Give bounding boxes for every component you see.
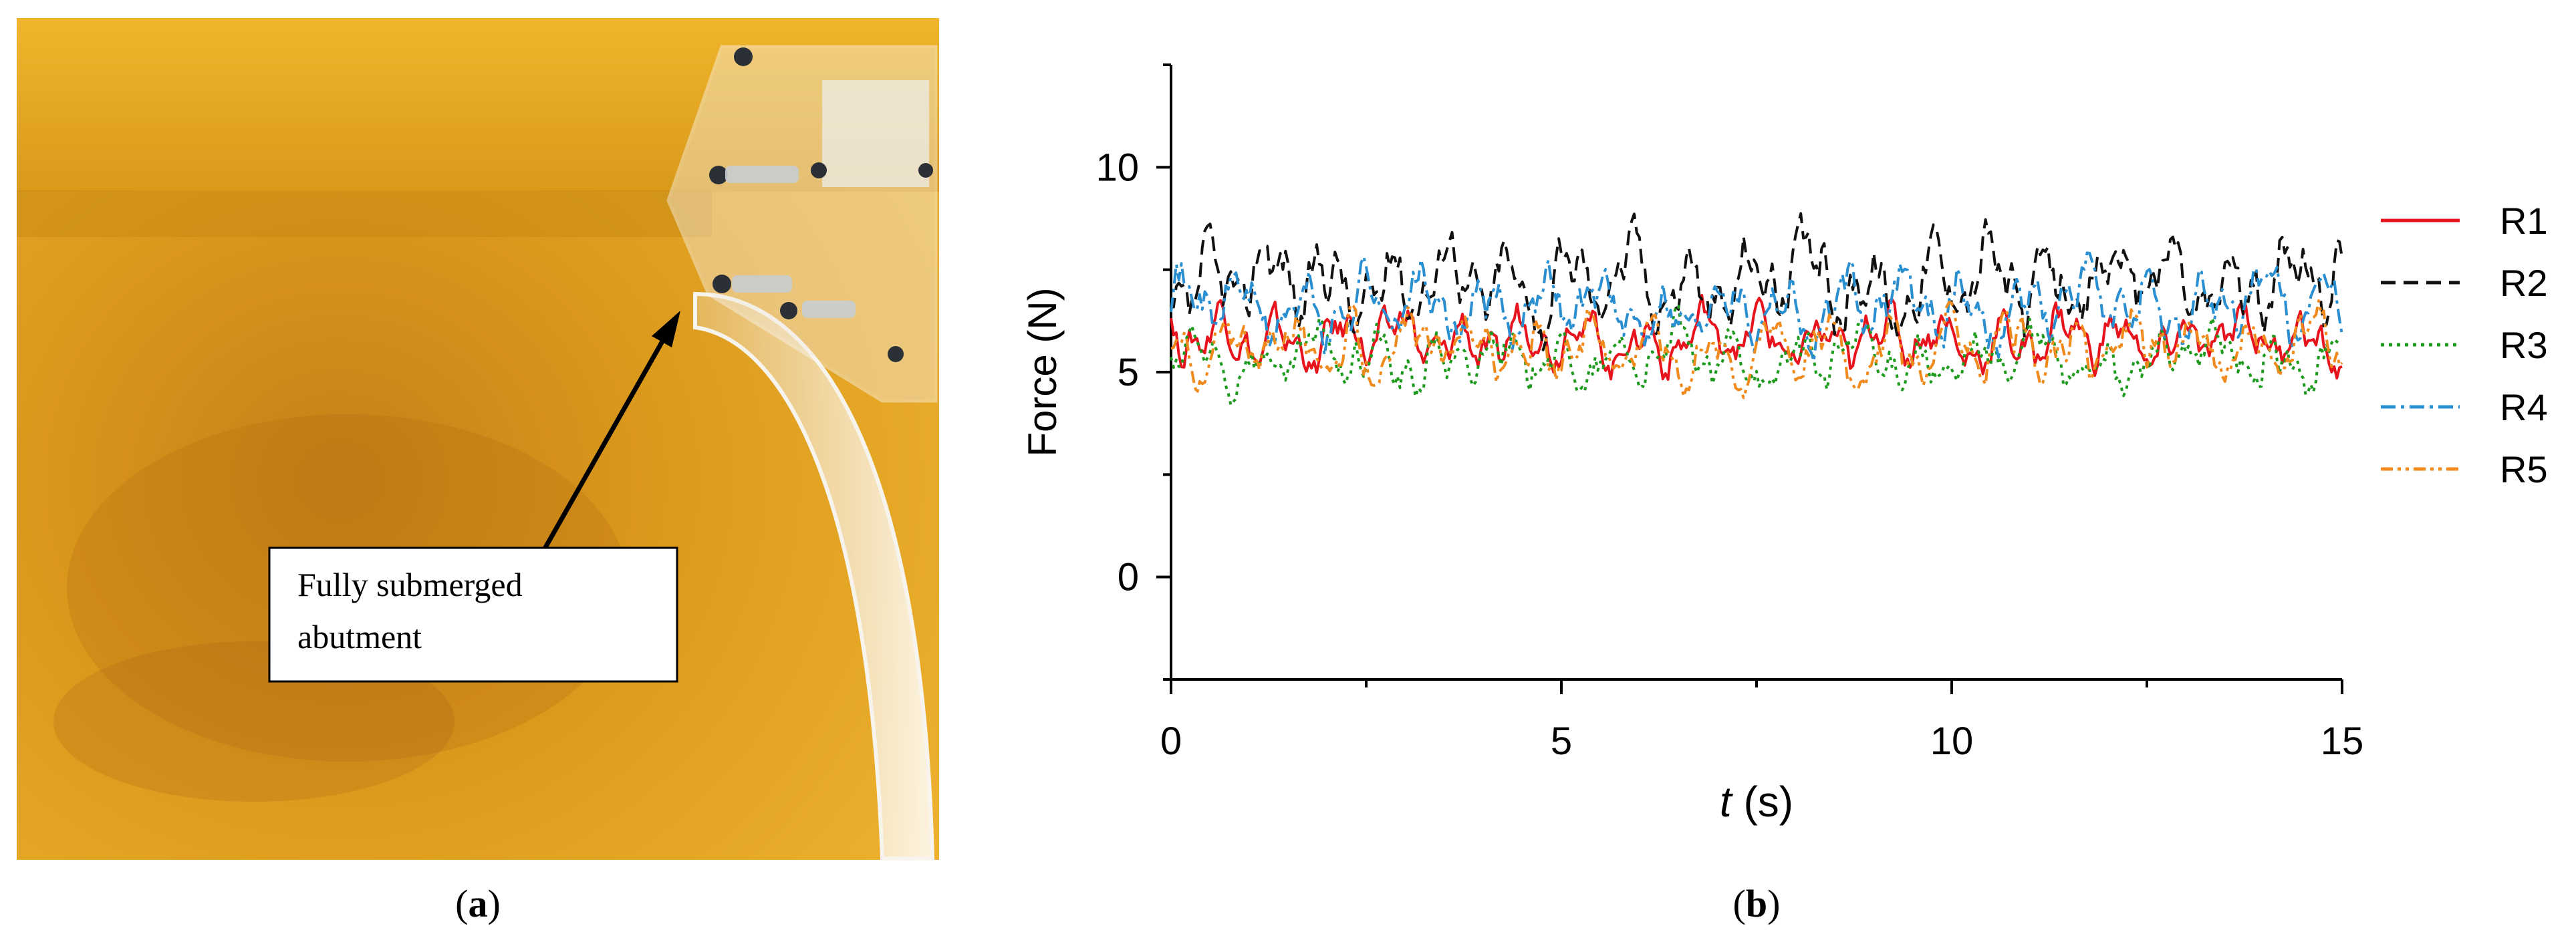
screw [725, 166, 799, 183]
panel-b-caption: (b) [1733, 882, 1781, 925]
bolt [780, 302, 797, 319]
x-ticks: 0 5 10 15 [1160, 679, 2363, 763]
y-ticks: 0 5 10 [1096, 63, 1171, 681]
y-tick-label: 5 [1118, 351, 1139, 394]
series-line-r1 [1170, 293, 2343, 381]
x-tick-label: 15 [2321, 720, 2364, 763]
legend-label-r2: R2 [2500, 262, 2548, 304]
y-tick-label: 0 [1118, 556, 1139, 599]
bolt [734, 47, 753, 66]
y-axis-label: Force (N) [1020, 287, 1065, 456]
bolt [709, 166, 728, 184]
panel-b-chart: 0 5 10 0 5 10 15 Force (N) t (s) R1 R2 R3 R4 R5 [1020, 63, 2548, 826]
series-lines [1170, 212, 2343, 407]
x-tick-label: 10 [1930, 720, 1974, 763]
screw [732, 275, 792, 293]
bolt [918, 163, 933, 178]
callout-arrow-line [539, 329, 671, 556]
legend-label-r3: R3 [2500, 324, 2548, 366]
panel-a-photo: Fully submerged abutment [17, 18, 939, 860]
bolt [713, 275, 731, 293]
bolt [888, 346, 904, 362]
flume-wall [17, 18, 939, 192]
panel-a-caption: (a) [455, 882, 501, 925]
x-tick-label: 0 [1160, 720, 1182, 763]
series-line-r3 [1170, 304, 2343, 407]
legend-label-r1: R1 [2500, 200, 2548, 242]
callout-text-line2: abutment [297, 618, 422, 655]
legend-label-r4: R4 [2500, 386, 2548, 428]
callout-text-line1: Fully submerged [297, 566, 523, 603]
x-axis-label: t (s) [1720, 778, 1793, 826]
flume-wall-edge [17, 190, 712, 237]
y-tick-label: 10 [1096, 146, 1139, 189]
series-line-r5 [1170, 299, 2343, 400]
x-tick-label: 5 [1551, 720, 1572, 763]
bolt [811, 162, 827, 178]
legend: R1 R2 R3 R4 R5 [2381, 200, 2548, 490]
abutment-bracket [822, 80, 929, 187]
legend-label-r5: R5 [2500, 448, 2548, 490]
screw [802, 301, 856, 318]
callout-box [268, 546, 678, 683]
callout-arrow-head [652, 311, 680, 347]
abutment-curve [693, 291, 935, 860]
